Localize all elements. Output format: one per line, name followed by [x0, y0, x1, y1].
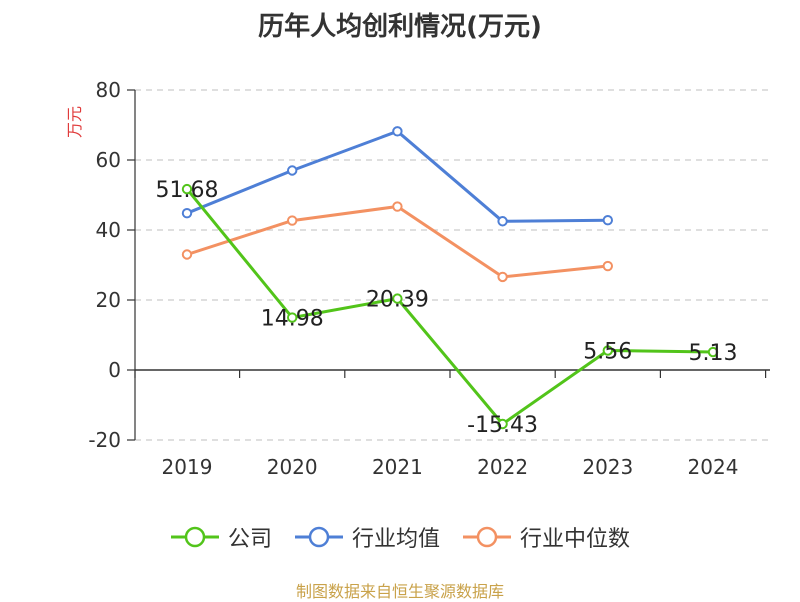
data-point [707, 346, 719, 358]
data-point [287, 312, 298, 323]
data-point [602, 260, 613, 272]
data-point [497, 271, 508, 283]
y-tick-label: -20 [88, 428, 121, 452]
data-label: 20.39 [366, 288, 429, 313]
data-point [392, 126, 403, 137]
data-point [181, 249, 193, 260]
data-point [392, 293, 403, 304]
x-tick-label: 2024 [688, 455, 739, 479]
data-point [181, 183, 193, 195]
y-tick-label: 40 [96, 218, 121, 242]
data-point [287, 215, 298, 226]
data-point [602, 215, 613, 226]
legend-line-circle-icon [463, 526, 511, 548]
legend-circle [184, 526, 206, 548]
legend-label: 公司 [227, 527, 272, 552]
data-label: 51.68 [156, 178, 219, 203]
series-lines [181, 126, 719, 430]
legend-line-circle-icon [170, 526, 219, 548]
x-tick-label: 2022 [477, 455, 528, 479]
data-point [287, 165, 298, 176]
data-point [392, 201, 403, 212]
x-tick-label: 2021 [372, 455, 423, 479]
y-tick-label: 20 [96, 288, 121, 312]
y-axis-label: 万元 [65, 106, 84, 138]
x-tick-label: 2023 [582, 455, 633, 479]
data-point [602, 345, 613, 356]
legend-circle [476, 526, 498, 548]
data-label: -15.43 [467, 413, 538, 438]
axes: 80 60 40 20 0 -20 2019 2020 2021 2022 2023 2024 万元 [65, 78, 770, 479]
source-note: 制图数据来自恒生聚源数据库 [295, 582, 504, 601]
data-label: 5.13 [689, 341, 738, 366]
legend-label: 行业均值 [351, 527, 440, 552]
legend-item[interactable]: 公司 [170, 521, 272, 553]
series-line [185, 187, 715, 426]
y-tick-label: 80 [96, 78, 121, 102]
y-tick-label: 0 [108, 358, 121, 382]
data-labels: 51.68 14.98 20.39 -15.43 5.56 5.13 [156, 178, 738, 438]
data-label: 5.56 [583, 340, 632, 365]
x-tick-label: 2019 [162, 455, 213, 479]
legend-item[interactable]: 行业中位数 [462, 521, 630, 553]
x-tick-label: 2020 [267, 455, 318, 479]
legend-label: 行业中位数 [520, 527, 631, 552]
grid-lines [135, 89, 770, 441]
legend-line-circle-icon [294, 526, 343, 548]
data-point [497, 216, 508, 227]
legend: 公司 行业均值 行业中位数 [0, 520, 800, 554]
data-point [497, 418, 508, 430]
chart-title: 历年人均创利情况(万元) [258, 12, 542, 42]
data-label: 14.98 [261, 307, 324, 332]
legend-circle [308, 526, 330, 548]
data-point [181, 208, 193, 219]
y-tick-label: 60 [96, 148, 121, 172]
legend-item[interactable]: 行业均值 [294, 521, 440, 553]
